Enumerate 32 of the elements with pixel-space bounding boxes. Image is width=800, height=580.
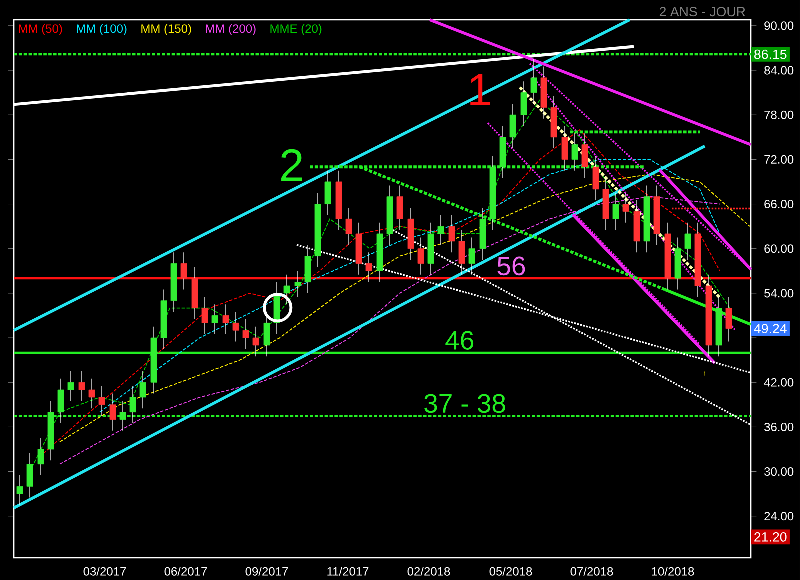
y-tick-label: 72.00 xyxy=(764,155,794,164)
annotation: 21.20 xyxy=(754,532,787,542)
annotation: 49.24 xyxy=(754,324,787,334)
ref-line-label: 46 xyxy=(446,330,474,350)
x-tick-label: 05/2018 xyxy=(490,566,532,576)
y-tick-label: 24.00 xyxy=(764,512,794,520)
y-tick-label: 84.00 xyxy=(764,66,794,75)
y-tick-label: 42.00 xyxy=(764,378,794,387)
y-tick-label: 36.00 xyxy=(764,422,794,432)
x-tick-label: 07/2018 xyxy=(570,566,614,576)
text: MM (50) xyxy=(19,24,62,36)
x-tick-label: 03/2017 xyxy=(84,566,126,576)
text: MM (200) xyxy=(206,24,256,36)
chart-subtitle: 2 ANS - JOUR xyxy=(660,7,746,16)
text: MM (150) xyxy=(142,24,192,36)
y-tick-label: 78.00 xyxy=(764,110,794,120)
y-tick-label: 30.00 xyxy=(764,467,794,476)
y-tick-label: 90.00 xyxy=(764,22,794,30)
x-tick-label: 11/2017 xyxy=(328,566,369,576)
x-tick-label: 10/2018 xyxy=(652,566,694,576)
y-tick-label: 60.00 xyxy=(764,244,794,253)
x-tick-label: 06/2017 xyxy=(164,566,208,576)
ref-line-label: 86.15 xyxy=(754,50,787,60)
ref-line-label: 37 - 38 xyxy=(424,394,506,413)
x-tick-label: 02/2018 xyxy=(408,566,450,576)
annotation: 2 xyxy=(282,149,302,181)
y-tick-label: 54.00 xyxy=(764,289,794,298)
text: MM (100) xyxy=(77,24,127,36)
x-tick-label: 09/2017 xyxy=(246,566,288,576)
y-tick-label: 66.00 xyxy=(764,200,794,208)
ref-line-label: 56 xyxy=(498,256,526,276)
text: MME (20) xyxy=(270,24,322,36)
